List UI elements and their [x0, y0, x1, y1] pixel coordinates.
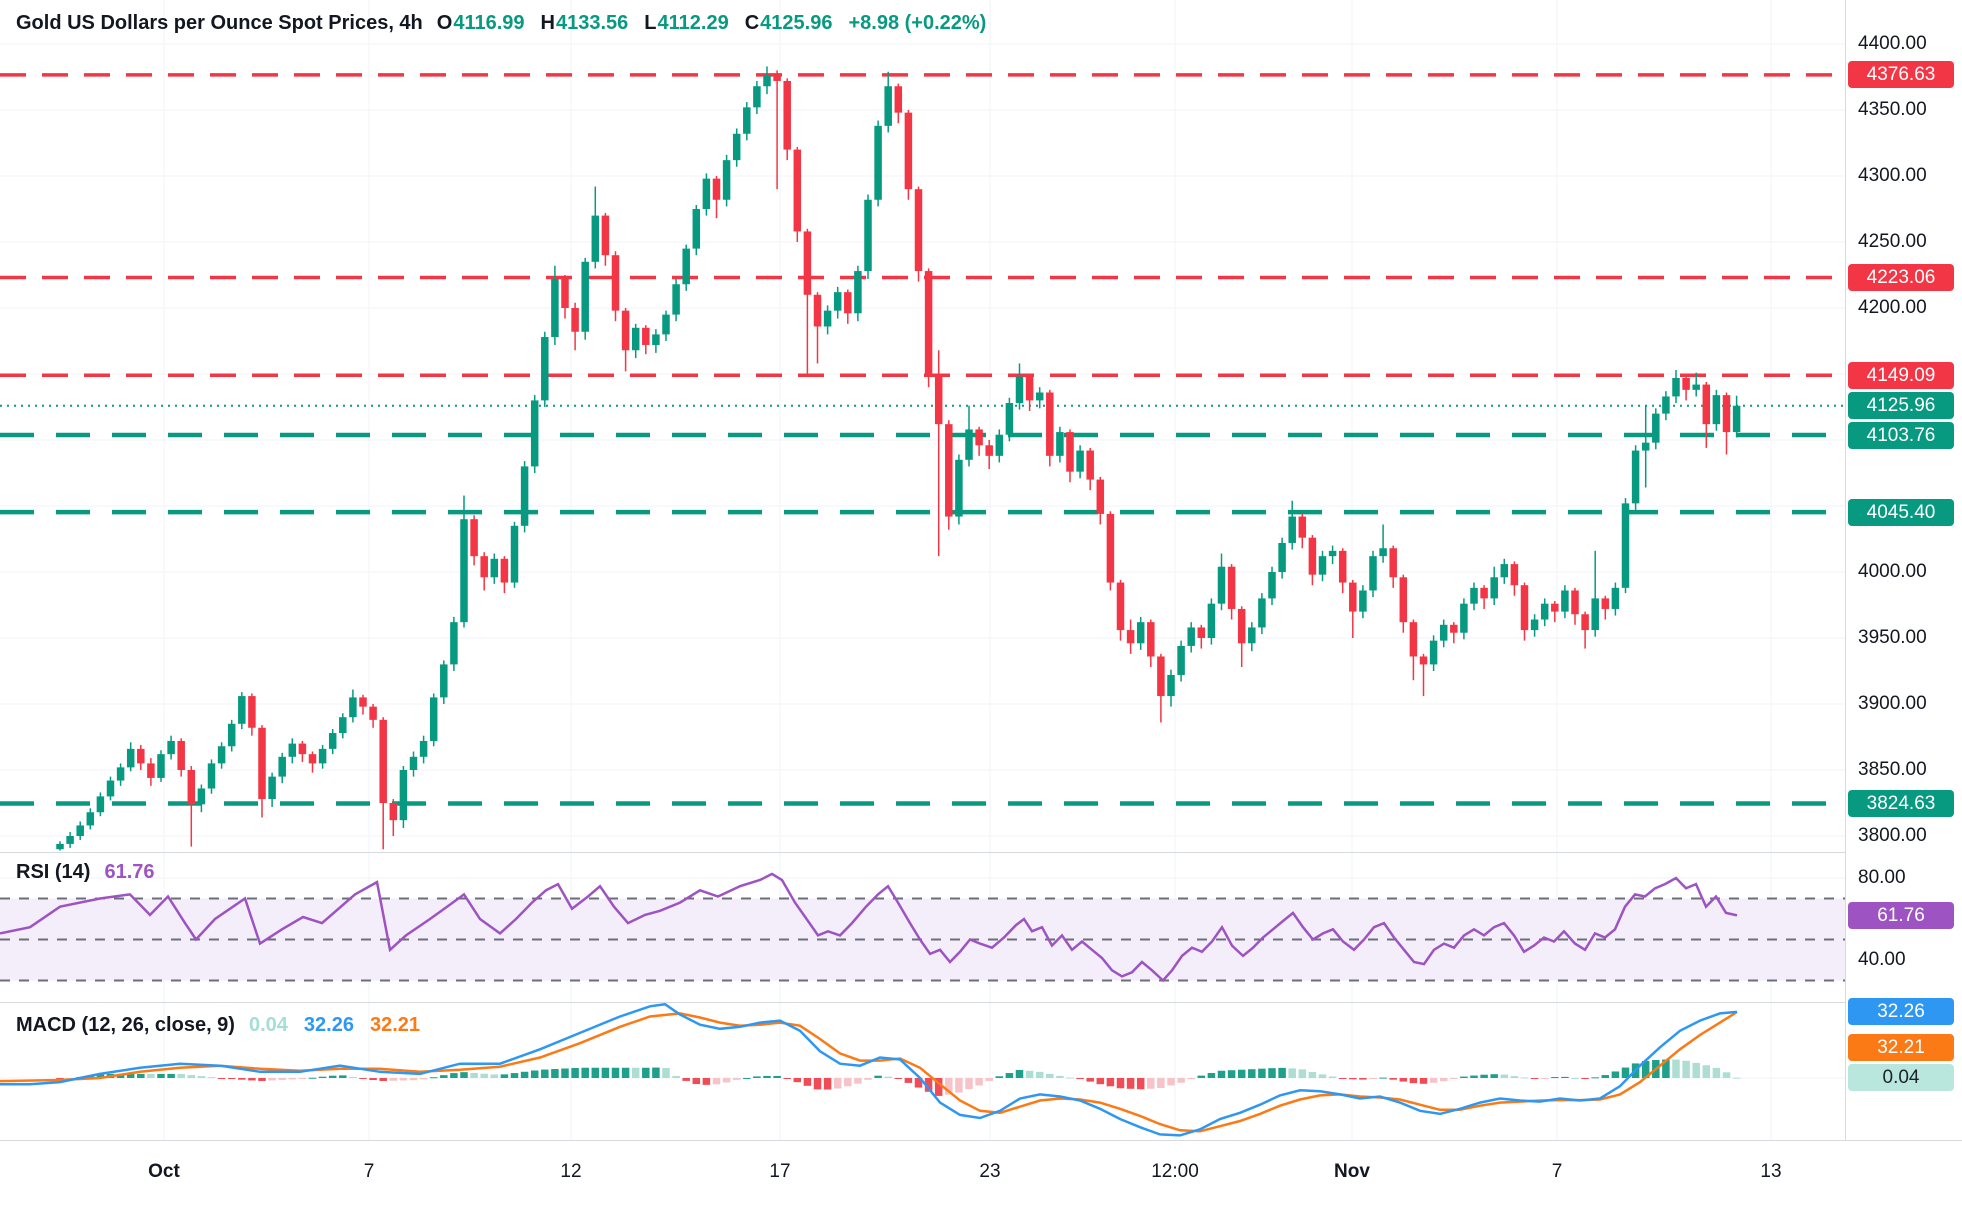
price-tick: 4000.00 — [1858, 561, 1927, 582]
rsi-panel — [0, 897, 1845, 982]
time-tick: 23 — [979, 1161, 1001, 1182]
change-value: +8.98 (+0.22%) — [848, 12, 987, 34]
time-tick: 7 — [1551, 1161, 1563, 1182]
time-axis[interactable]: Oct 7 12 17 23 12:00 Nov 7 13 — [0, 1140, 1962, 1206]
price-tick: 4350.00 — [1858, 99, 1927, 120]
resistance-price-badge: 4223.06 — [1848, 264, 1954, 292]
rsi-tick: 40.00 — [1858, 949, 1906, 970]
price-tick: 4250.00 — [1858, 231, 1927, 252]
macd-hist-badge: 0.04 — [1848, 1064, 1954, 1092]
price-tick: 3800.00 — [1858, 825, 1927, 846]
symbol-legend[interactable]: Gold US Dollars per Ounce Spot Prices, 4… — [16, 12, 986, 35]
rsi-value-badge: 61.76 — [1848, 901, 1954, 929]
last-price-badge: 4125.96 — [1848, 392, 1954, 420]
price-tick: 4300.00 — [1858, 165, 1927, 186]
price-levels[interactable] — [0, 73, 1845, 806]
macd-value-badge: 32.26 — [1848, 998, 1954, 1026]
resistance-price-badge: 4149.09 — [1848, 361, 1954, 389]
symbol-title: Gold US Dollars per Ounce Spot Prices, 4… — [16, 12, 423, 34]
rsi-value: 61.76 — [104, 861, 155, 883]
ohlc-open: O 4116.99 — [436, 12, 525, 34]
price-axis[interactable]: 4400.00 4350.00 4300.00 4250.00 4200.00 4000.… — [1845, 0, 1962, 1140]
resistance-price-badge: 4376.63 — [1848, 61, 1954, 89]
price-tick: 4200.00 — [1858, 297, 1927, 318]
ohlc-high: H 4133.56 — [540, 12, 629, 34]
time-tick: 17 — [769, 1161, 791, 1182]
macd-legend[interactable]: MACD (12, 26, close, 9) 0.04 32.26 32.21 — [16, 1014, 420, 1037]
candlesticks — [56, 66, 1741, 851]
rsi-line — [0, 872, 1738, 983]
price-tick: 4400.00 — [1858, 33, 1927, 54]
time-tick: Oct — [148, 1161, 180, 1182]
macd-label: MACD (12, 26, close, 9) — [16, 1014, 235, 1036]
rsi-legend[interactable]: RSI (14) 61.76 — [16, 861, 155, 884]
rsi-tick: 80.00 — [1858, 867, 1906, 888]
price-tick: 3900.00 — [1858, 693, 1927, 714]
macd-signal-badge: 32.21 — [1848, 1034, 1954, 1062]
macd-panel — [0, 1003, 1741, 1137]
macd-signal-value: 32.21 — [369, 1014, 421, 1036]
ohlc-close: C 4125.96 — [744, 12, 833, 34]
time-tick: 12 — [560, 1161, 582, 1182]
rsi-label: RSI (14) — [16, 861, 91, 883]
price-tick: 3950.00 — [1858, 627, 1927, 648]
time-tick: 13 — [1760, 1161, 1782, 1182]
time-tick: 7 — [363, 1161, 375, 1182]
time-tick: Nov — [1334, 1161, 1370, 1182]
support-price-badge: 4103.76 — [1848, 421, 1954, 449]
macd-line-value: 32.26 — [303, 1014, 354, 1036]
ohlc-low: L 4112.29 — [644, 12, 729, 34]
time-tick: 12:00 — [1151, 1161, 1199, 1182]
price-tick: 3850.00 — [1858, 759, 1927, 780]
support-price-badge: 3824.63 — [1848, 789, 1954, 817]
macd-hist-value: 0.04 — [248, 1014, 288, 1036]
support-price-badge: 4045.40 — [1848, 498, 1954, 526]
